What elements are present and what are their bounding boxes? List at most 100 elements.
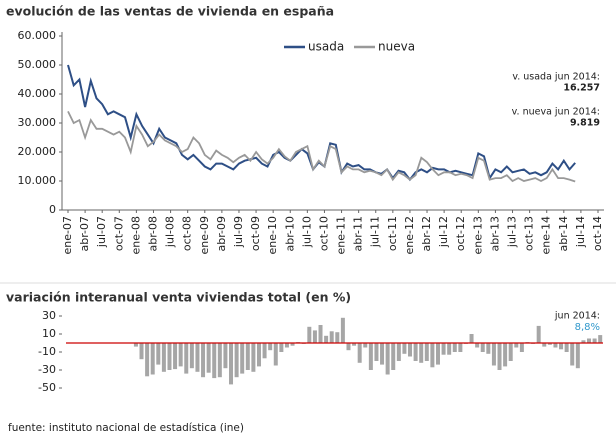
bar bbox=[374, 343, 379, 361]
bar bbox=[234, 343, 239, 378]
x-tick-label: abr-11 bbox=[352, 216, 365, 252]
y-tick-label: 30.000 bbox=[18, 116, 57, 129]
bar bbox=[419, 343, 424, 363]
bar bbox=[570, 343, 575, 366]
y-tick-label: -10 bbox=[38, 345, 56, 358]
x-tick-label: abr-08 bbox=[146, 216, 159, 252]
bar bbox=[547, 343, 552, 345]
bar bbox=[150, 343, 155, 375]
bar bbox=[581, 340, 586, 343]
x-tick-label: jul-12 bbox=[437, 216, 450, 248]
bar bbox=[435, 343, 440, 365]
value-label: 16.257 bbox=[563, 83, 600, 94]
x-tick-label: jul-14 bbox=[574, 216, 587, 248]
value-label: 9.819 bbox=[570, 118, 600, 129]
bar bbox=[385, 343, 390, 375]
bar bbox=[245, 343, 250, 370]
bar bbox=[452, 343, 457, 352]
y-tick-label: 0 bbox=[49, 203, 56, 216]
bar bbox=[396, 343, 401, 361]
bar bbox=[380, 343, 385, 365]
line-series bbox=[67, 111, 576, 183]
bar bbox=[357, 343, 362, 363]
bar bbox=[184, 343, 189, 374]
bar bbox=[279, 343, 284, 352]
x-tick-label: ene-07 bbox=[61, 216, 74, 254]
x-tick-label: abr-07 bbox=[78, 216, 91, 252]
bar bbox=[167, 343, 172, 370]
bar bbox=[178, 343, 183, 367]
bar bbox=[536, 325, 541, 343]
bar bbox=[229, 343, 234, 385]
y-tick-label: 10.000 bbox=[18, 174, 57, 187]
bar bbox=[598, 335, 603, 343]
bar bbox=[559, 343, 564, 350]
bar bbox=[514, 343, 519, 348]
bar bbox=[189, 343, 194, 369]
bar bbox=[307, 326, 312, 343]
bar bbox=[161, 343, 166, 372]
annotation: v. usada jun 2014: bbox=[512, 72, 600, 83]
bar bbox=[491, 343, 496, 366]
bar bbox=[262, 343, 267, 359]
bar bbox=[402, 343, 407, 354]
legend-label: usada bbox=[308, 40, 344, 54]
bar bbox=[542, 343, 547, 347]
x-tick-label: oct-13 bbox=[523, 216, 536, 251]
bar bbox=[223, 343, 228, 369]
x-tick-label: oct-11 bbox=[386, 216, 399, 251]
bar bbox=[447, 343, 452, 355]
y-tick-label: 60.000 bbox=[18, 29, 57, 42]
bar bbox=[324, 335, 329, 343]
x-tick-label: ene-10 bbox=[266, 216, 279, 254]
bar bbox=[475, 343, 480, 348]
x-tick-label: jul-13 bbox=[506, 216, 519, 248]
x-tick-label: ene-09 bbox=[198, 216, 211, 254]
bar bbox=[553, 343, 558, 348]
legend-label: nueva bbox=[378, 40, 415, 54]
y-tick-label: 20.000 bbox=[18, 145, 57, 158]
x-tick-label: abr-09 bbox=[215, 216, 228, 252]
bar bbox=[480, 343, 485, 352]
bar bbox=[145, 343, 150, 377]
bar bbox=[458, 343, 463, 352]
bar bbox=[508, 343, 513, 361]
x-tick-label: jul-10 bbox=[300, 216, 313, 248]
chart-title: variación interanual venta viviendas tot… bbox=[6, 290, 351, 305]
bar bbox=[413, 343, 418, 361]
value-label: 8,8% bbox=[575, 322, 600, 333]
bar bbox=[564, 343, 569, 352]
bar bbox=[430, 343, 435, 368]
bar bbox=[318, 325, 323, 343]
x-tick-label: abr-13 bbox=[488, 216, 501, 252]
bar bbox=[352, 343, 357, 346]
bar bbox=[441, 343, 446, 355]
x-tick-label: oct-10 bbox=[317, 216, 330, 251]
bar bbox=[273, 343, 278, 366]
y-tick-label: 10 bbox=[42, 327, 56, 340]
bar bbox=[133, 343, 138, 347]
x-tick-label: jul-08 bbox=[164, 216, 177, 248]
x-tick-label: oct-14 bbox=[591, 216, 604, 251]
x-tick-label: jul-07 bbox=[95, 216, 108, 248]
bar bbox=[212, 343, 217, 379]
x-tick-label: oct-08 bbox=[181, 216, 194, 251]
x-tick-label: ene-12 bbox=[403, 216, 416, 254]
bar bbox=[587, 338, 592, 343]
bar bbox=[284, 343, 289, 348]
x-tick-label: abr-12 bbox=[420, 216, 433, 252]
x-tick-label: jul-11 bbox=[369, 216, 382, 248]
bar bbox=[346, 343, 351, 351]
bar bbox=[519, 343, 524, 352]
annotation: v. nueva jun 2014: bbox=[512, 107, 600, 118]
x-tick-label: abr-14 bbox=[557, 216, 570, 252]
bar bbox=[173, 343, 178, 370]
bar bbox=[206, 343, 211, 373]
x-tick-label: abr-10 bbox=[283, 216, 296, 252]
bar bbox=[240, 343, 245, 374]
x-tick-label: ene-14 bbox=[540, 216, 553, 254]
bar bbox=[195, 343, 200, 372]
bar bbox=[268, 343, 273, 351]
bar bbox=[592, 338, 597, 343]
